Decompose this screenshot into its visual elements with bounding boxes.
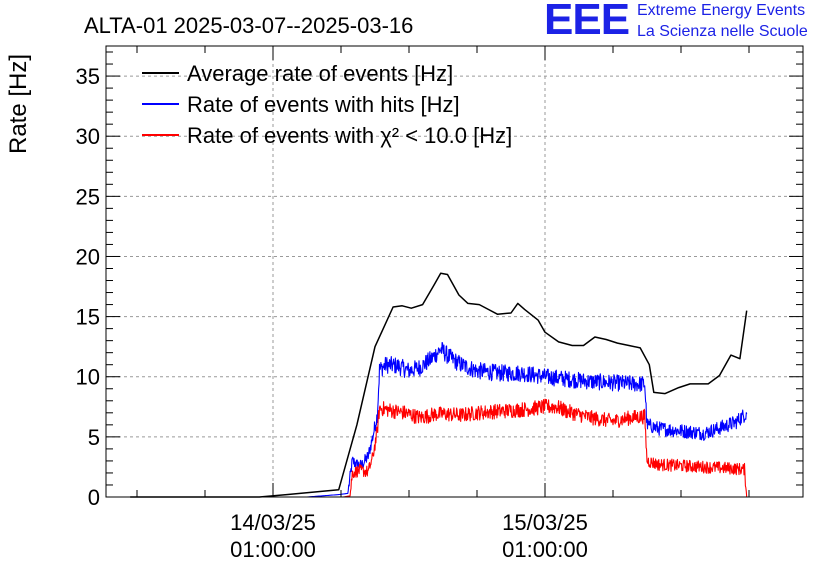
y-tick-label: 5 (88, 425, 100, 450)
legend-label-2: Rate of events with hits [Hz] (187, 92, 460, 117)
y-tick-label: 10 (76, 365, 100, 390)
y-axis-label: Rate [Hz] (5, 54, 32, 154)
x-tick-label-date: 15/03/25 (502, 510, 588, 535)
y-tick-label: 25 (76, 184, 100, 209)
y-tick-label: 0 (88, 485, 100, 510)
chart-title: ALTA-01 2025-03-07--2025-03-16 (84, 13, 413, 38)
eee-logo-mark: EEE (544, 0, 630, 44)
x-tick-label-time: 01:00:00 (502, 537, 588, 562)
logo-line-2: La Scienza nelle Scuole (637, 23, 808, 40)
x-tick-label-date: 14/03/25 (230, 510, 316, 535)
grid-lines (106, 46, 803, 497)
legend: Average rate of events [Hz] Rate of event… (142, 61, 512, 148)
series-layer (130, 272, 748, 498)
legend-label-1: Average rate of events [Hz] (187, 61, 453, 86)
y-tick-label: 35 (76, 64, 100, 89)
legend-label-3: Rate of events with χ² < 10.0 [Hz] (187, 123, 512, 148)
series-line-1 (130, 272, 748, 498)
series-line-3 (130, 398, 748, 498)
y-tick-label: 30 (76, 124, 100, 149)
x-tick-label-time: 01:00:00 (230, 537, 316, 562)
y-tick-label: 20 (76, 244, 100, 269)
logo-line-1: Extreme Energy Events (637, 2, 806, 19)
series-line-2 (130, 341, 748, 498)
y-tick-label: 15 (76, 305, 100, 330)
plot-frame (105, 45, 804, 498)
axis-ticks: 0510152025303514/03/2501:00:0015/03/2501… (76, 46, 803, 562)
